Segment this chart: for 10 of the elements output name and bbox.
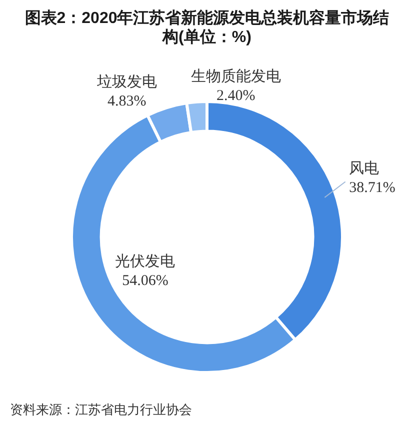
- chart-title: 图表2：2020年江苏省新能源发电总装机容量市场结构(单位：%): [24, 9, 390, 47]
- slice-label: 生物质能发电: [190, 68, 281, 85]
- data-label: 54.06%: [122, 273, 168, 290]
- data-label: 38.71%: [349, 180, 396, 196]
- slice-label: 光伏发电: [115, 253, 176, 270]
- slice-label: 垃圾发电: [96, 74, 157, 91]
- data-label: 4.83%: [107, 94, 146, 110]
- slice-label: 风电: [349, 160, 380, 177]
- data-label: 2.40%: [216, 88, 256, 104]
- text: 资料来源：江苏省电力行业协会: [10, 402, 192, 418]
